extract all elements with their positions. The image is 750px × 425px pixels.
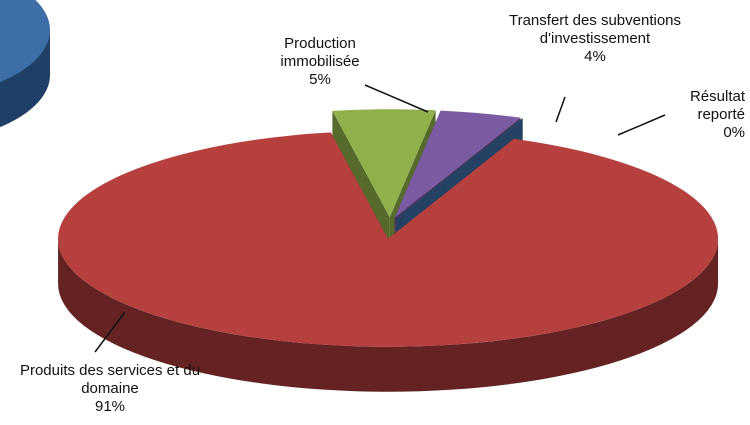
data-label: Produits des services et du domaine 91% — [10, 362, 210, 416]
value-label: 5% — [309, 71, 331, 88]
neighbour-pie — [0, 0, 50, 128]
data-label: Transfert des subventions d'investisseme… — [490, 12, 700, 66]
leader-line — [94, 311, 126, 353]
data-label: Résultat reporté 0% — [665, 88, 745, 142]
pie — [58, 109, 719, 392]
slice — [394, 110, 521, 218]
data-label: Production immobilisée 5% — [260, 35, 380, 89]
leader-line — [555, 96, 566, 123]
slice-wall — [58, 238, 719, 392]
category-label: Production immobilisée — [280, 35, 360, 70]
slice — [58, 132, 719, 347]
slice — [396, 118, 523, 219]
slice — [332, 109, 436, 218]
category-label: Transfert des subventions d'investisseme… — [508, 12, 682, 47]
neighbour-pie-top — [0, 0, 50, 83]
leader-line — [617, 114, 666, 136]
value-label: 0% — [723, 124, 745, 141]
value-label: 4% — [584, 48, 606, 65]
category-label: Produits des services et du domaine — [19, 362, 201, 397]
value-label: 91% — [94, 398, 126, 415]
leader-lines — [94, 84, 666, 353]
category-label: Résultat reporté — [689, 88, 745, 123]
leader-line — [364, 84, 429, 113]
